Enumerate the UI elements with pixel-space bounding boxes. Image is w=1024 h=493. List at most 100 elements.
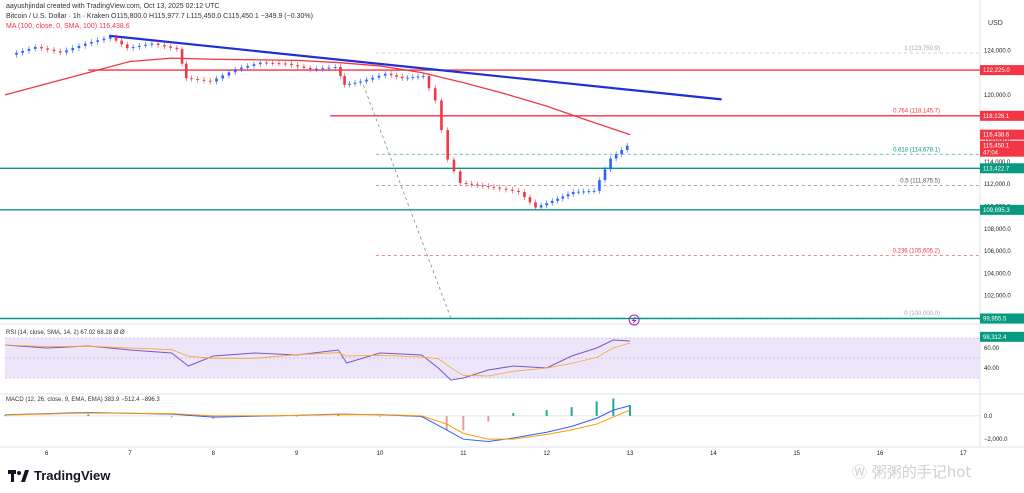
macd-histogram-bar <box>512 413 515 416</box>
candle-body <box>577 191 580 193</box>
x-tick-label: 12 <box>543 451 550 457</box>
candle-body <box>333 67 337 69</box>
candle-body <box>470 183 473 185</box>
macd-histogram-bar <box>595 401 598 416</box>
symbol-line: Bitcoin / U.S. Dollar · 1h · Kraken O115… <box>6 13 313 20</box>
candle-body <box>180 49 184 64</box>
price-tag <box>980 331 1024 342</box>
x-tick-label: 16 <box>877 451 884 457</box>
candle-body <box>77 45 81 49</box>
candle-body <box>144 44 147 46</box>
candle-body <box>475 184 479 186</box>
macd-histogram-bar <box>545 410 548 416</box>
watermark: Ⓦ 粥粥的手记hot <box>852 463 972 481</box>
candle-body <box>108 36 112 39</box>
bearish-trend-line <box>109 34 722 101</box>
candle-body <box>481 185 485 187</box>
candle-body <box>545 203 548 206</box>
candle-body <box>395 75 398 77</box>
candle-body <box>175 47 179 50</box>
level-price-tag-label: 109,695.3 <box>983 208 1010 214</box>
candle-body <box>587 191 591 193</box>
candle-body <box>498 187 502 189</box>
rsi-sma-line <box>4 342 631 377</box>
macd-tick-label: −2,000.0 <box>984 437 1008 443</box>
y-tick-label: 114,000.0 <box>984 160 1011 166</box>
y-tick-label: 108,000.0 <box>984 227 1011 233</box>
candle-body <box>125 44 129 49</box>
y-tick-label: 104,000.0 <box>984 271 1011 277</box>
macd-label: MACD (12, 26, close, 9, EMA, EMA) 383.9 … <box>6 397 160 403</box>
candle-body <box>90 41 93 44</box>
candle-body <box>614 154 618 159</box>
candle-body <box>215 78 218 82</box>
tradingview-logo[interactable]: TradingView <box>8 468 110 483</box>
candle-body <box>252 64 256 66</box>
candle-body <box>427 75 431 89</box>
level-price-tag <box>980 204 1024 215</box>
fib-level-label: 0.764 (118,145.7) <box>893 109 940 115</box>
fib-level-label: 0.236 (105,605.2) <box>893 248 940 254</box>
level-price-tag-label: 113,422.7 <box>983 166 1010 172</box>
level-price-tag <box>980 65 1024 76</box>
candle-body <box>240 67 243 70</box>
candle-body <box>582 191 585 193</box>
level-price-tag-label: 118,126.1 <box>983 114 1010 120</box>
y-tick-label: 106,000.0 <box>984 249 1011 255</box>
candle-body <box>296 65 300 67</box>
macd-histogram-bar <box>87 414 90 416</box>
candle-body <box>258 62 262 65</box>
x-tick-label: 6 <box>45 451 49 457</box>
candle-body <box>371 77 375 80</box>
candle-body <box>138 45 141 47</box>
candle-body <box>308 67 312 70</box>
candle-body <box>131 46 135 49</box>
lightning-icon-bolt <box>631 316 637 324</box>
candle-body <box>411 77 415 79</box>
price-tag-label: 115,450.1 <box>983 144 1010 150</box>
candle-body <box>233 69 237 73</box>
rsi-tick-label: 60.00 <box>984 346 1000 352</box>
macd-histogram-bar <box>462 415 465 431</box>
x-tick-label: 10 <box>377 451 384 457</box>
candle-body <box>52 49 56 52</box>
candle-body <box>15 52 18 55</box>
credit-line: aayushjindal created with TradingView.co… <box>6 3 220 10</box>
x-tick-label: 9 <box>295 451 299 457</box>
candle-body <box>389 73 393 76</box>
y-tick-label: 112,000.0 <box>984 182 1011 188</box>
level-price-tag-label: 122,225.0 <box>983 68 1010 74</box>
y-tick-label: 124,000.0 <box>984 48 1011 54</box>
candle-body <box>440 100 443 131</box>
candle-body <box>71 48 75 51</box>
fib-level-label: 1 (123,750.9) <box>904 46 940 52</box>
candle-body <box>277 63 281 65</box>
candle-body <box>163 45 166 47</box>
price-tag <box>980 140 1024 157</box>
candle-body <box>566 194 570 197</box>
ma100-line <box>4 57 631 136</box>
candle-body <box>539 205 543 208</box>
x-tick-label: 11 <box>460 451 467 457</box>
candle-body <box>265 62 268 64</box>
candle-body <box>377 75 381 78</box>
candle-body <box>625 145 629 150</box>
candle-body <box>150 43 154 45</box>
y-tick-label: 120,000.0 <box>984 93 1011 99</box>
macd-tick-label: 0.0 <box>984 414 993 420</box>
candle-body <box>156 43 160 46</box>
macd-histogram-bar <box>295 415 298 417</box>
candle-body <box>343 75 346 85</box>
x-tick-label: 15 <box>793 451 800 457</box>
candle-body <box>534 202 537 208</box>
candle-body <box>510 189 514 191</box>
candle-body <box>169 46 172 48</box>
fib-level-label: 0 (100,000.0) <box>904 311 940 317</box>
candle-body <box>492 186 496 188</box>
candle-body <box>190 78 193 80</box>
candle-body <box>571 191 575 195</box>
x-tick-label: 13 <box>627 451 634 457</box>
candle-body <box>523 191 526 198</box>
candle-body <box>327 67 331 69</box>
